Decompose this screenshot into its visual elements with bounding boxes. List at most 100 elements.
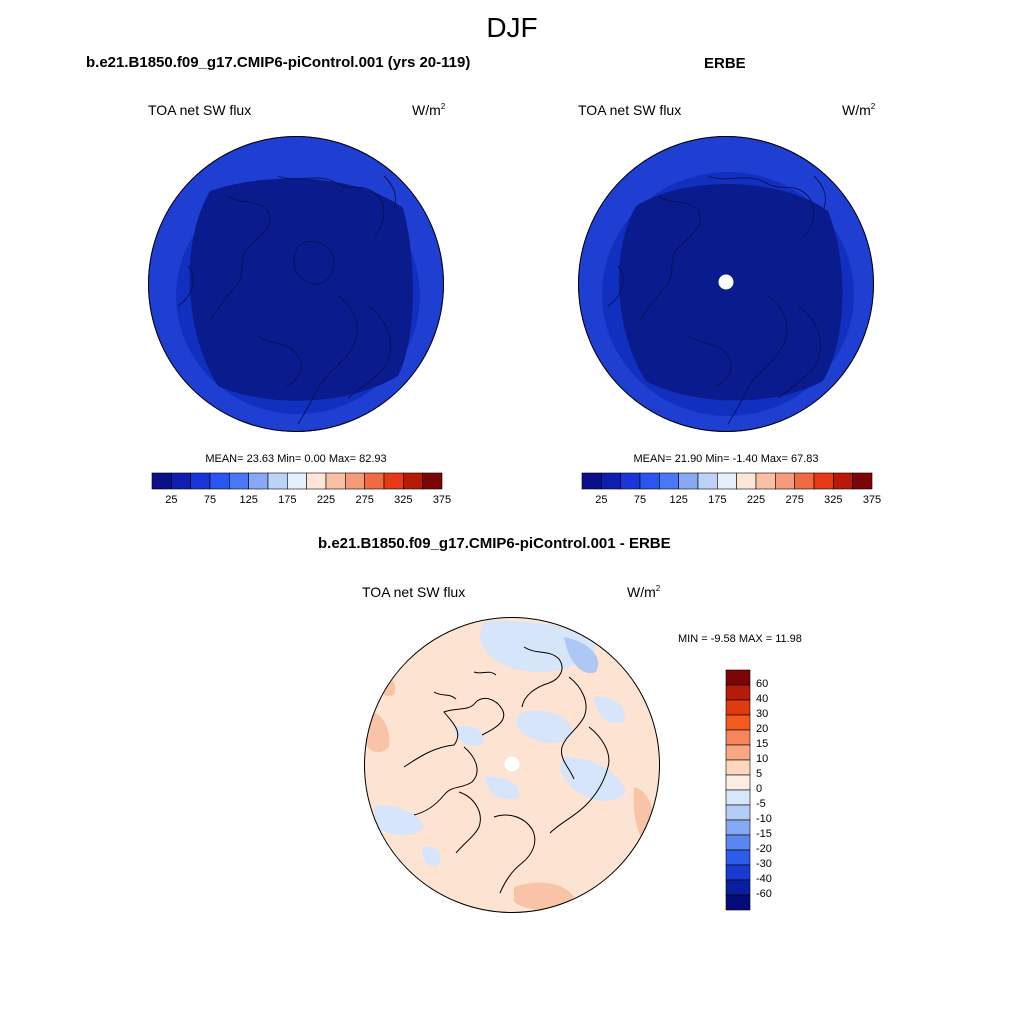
colorbar-box — [725, 834, 751, 851]
colorbar-box — [725, 894, 751, 911]
colorbar-tick-label: 175 — [708, 494, 727, 506]
panel-obs-stats: MEAN= 21.90 Min= -1.40 Max= 67.83 — [633, 453, 819, 465]
colorbar-box — [725, 774, 751, 791]
colorbar-box — [151, 472, 172, 490]
colorbar-box — [620, 472, 641, 490]
colorbar-box — [794, 472, 815, 490]
coastlines — [403, 646, 610, 894]
figure-title: DJF — [486, 12, 538, 43]
colorbar-box — [601, 472, 621, 490]
colorbar-box — [403, 472, 423, 490]
colorbar-box — [725, 804, 751, 821]
colorbar-box — [581, 472, 602, 490]
panel-diff-colorbar-ticks: 60 40 30 20 15 10 5 0 -5 -10 -15 -20 -30 -40 -60 — [756, 670, 796, 910]
colorbar-tick-label: 275 — [355, 494, 374, 506]
panel-diff-map — [364, 617, 660, 913]
colorbar-box — [725, 819, 751, 836]
colorbar-box — [725, 669, 751, 686]
colorbar-box — [383, 472, 404, 490]
panel-model-title: b.e21.B1850.f09_g17.CMIP6-piControl.001 … — [86, 54, 471, 71]
colorbar-tick-label: 5 — [756, 768, 763, 780]
panel-diff-colorbar — [725, 669, 751, 911]
colorbar-box — [725, 879, 751, 896]
colorbar-box — [267, 472, 288, 490]
colorbar-tick-label: 125 — [669, 494, 688, 506]
colorbar-tick-label: -40 — [756, 873, 772, 885]
colorbar-box — [775, 472, 795, 490]
panel-obs-map — [578, 136, 874, 432]
colorbar-tick-label: 325 — [394, 494, 413, 506]
colorbar-box — [325, 472, 346, 490]
colorbar-tick-label: 175 — [278, 494, 297, 506]
panel-obs-units: W/m2 — [842, 102, 876, 118]
panel-diff-title: b.e21.B1850.f09_g17.CMIP6-piControl.001 … — [318, 535, 671, 552]
colorbar-box — [697, 472, 718, 490]
colorbar-box — [852, 472, 873, 490]
colorbar-tick-label: 375 — [862, 494, 882, 506]
colorbar-tick-label: 0 — [756, 783, 763, 795]
colorbar-box — [833, 472, 853, 490]
panel-diff-variable-label: TOA net SW flux — [362, 584, 466, 600]
colorbar-tick-label: 60 — [756, 678, 769, 690]
panel-model-colorbar-ticks: 25 75 125 175 225 275 325 375 — [152, 494, 451, 508]
inner-band — [189, 178, 413, 401]
colorbar-box — [725, 714, 751, 731]
colorbar-tick-label: 25 — [595, 494, 608, 506]
colorbar-box — [209, 472, 230, 490]
panel-obs-variable-label: TOA net SW flux — [578, 102, 682, 118]
panel-diff-stats: MIN = -9.58 MAX = 11.98 — [678, 633, 802, 645]
coastlines — [177, 175, 396, 425]
colorbar-tick-label: 75 — [633, 494, 647, 506]
panel-obs-colorbar-ticks: 25 75 125 175 225 275 325 375 — [582, 494, 881, 508]
colorbar-tick-label: 125 — [239, 494, 258, 506]
colorbar-tick-label: -60 — [756, 888, 772, 900]
panel-obs-colorbar — [581, 472, 873, 490]
colorbar-box — [725, 729, 751, 746]
panel-model-colorbar — [151, 472, 443, 490]
pole-missing-data — [504, 756, 520, 772]
colorbar-box — [229, 472, 249, 490]
colorbar-box — [659, 472, 679, 490]
colorbar-box — [345, 472, 365, 490]
colorbar-box — [287, 472, 307, 490]
colorbar-tick-label: -10 — [756, 813, 772, 825]
panel-model-units: W/m2 — [412, 102, 446, 118]
colorbar-box — [725, 789, 751, 806]
colorbar-box — [171, 472, 191, 490]
colorbar-tick-label: 15 — [756, 738, 769, 750]
panel-model-map — [148, 136, 444, 432]
colorbar-tick-label: 10 — [756, 753, 769, 765]
colorbar-tick-label: 40 — [756, 693, 769, 705]
colorbar-box — [678, 472, 699, 490]
colorbar-tick-label: -30 — [756, 858, 772, 870]
colorbar-box — [736, 472, 757, 490]
colorbar-tick-label: 20 — [756, 723, 769, 735]
colorbar-box — [639, 472, 660, 490]
colorbar-box — [725, 744, 751, 761]
panel-obs-title: ERBE — [704, 55, 746, 72]
colorbar-tick-label: 30 — [756, 708, 769, 720]
colorbar-box — [364, 472, 385, 490]
colorbar-tick-label: 325 — [824, 494, 843, 506]
colorbar-tick-label: -15 — [756, 828, 772, 840]
colorbar-box — [306, 472, 327, 490]
panel-diff-units: W/m2 — [627, 584, 661, 600]
colorbar-box — [725, 849, 751, 866]
colorbar-tick-label: -20 — [756, 843, 772, 855]
colorbar-box — [248, 472, 269, 490]
colorbar-box — [725, 684, 751, 701]
colorbar-box — [717, 472, 737, 490]
panel-model-stats: MEAN= 23.63 Min= 0.00 Max= 82.93 — [205, 453, 387, 465]
colorbar-tick-label: 275 — [785, 494, 804, 506]
colorbar-box — [725, 864, 751, 881]
colorbar-box — [755, 472, 776, 490]
colorbar-tick-label: 375 — [432, 494, 452, 506]
panel-model-variable-label: TOA net SW flux — [148, 102, 252, 118]
pole-missing-data — [718, 274, 734, 290]
colorbar-tick-label: -5 — [756, 798, 766, 810]
colorbar-box — [725, 759, 751, 776]
colorbar-tick-label: 25 — [165, 494, 178, 506]
colorbar-box — [725, 699, 751, 716]
negative-anomaly-regions — [374, 620, 626, 867]
colorbar-tick-label: 225 — [316, 494, 336, 506]
